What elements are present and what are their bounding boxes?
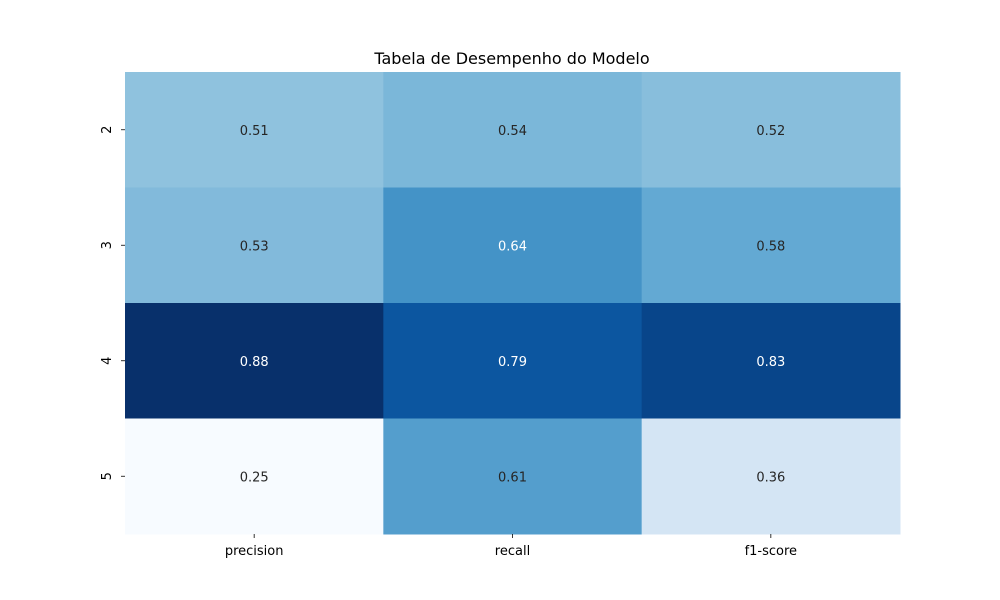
heatmap-cell-5-f1-score: [641, 418, 901, 535]
heatmap-cell-4-precision: [125, 303, 384, 419]
x-axis: precision recall f1-score: [225, 534, 797, 559]
heatmap-cell-3-precision: [125, 187, 384, 304]
heatmap-cell-3-f1-score: [641, 187, 901, 304]
cell-value-label: 0.79: [498, 355, 527, 370]
heatmap-cells: [125, 72, 901, 535]
heatmap-cell-2-f1-score: [641, 72, 901, 188]
heatmap-cell-3-recall: [383, 187, 643, 304]
y-axis: 2 3 4 5: [100, 126, 125, 480]
cell-value-label: 0.64: [498, 239, 527, 254]
heatmap-cell-2-recall: [383, 72, 643, 188]
cell-value-label: 0.25: [240, 470, 269, 485]
heatmap-cell-5-precision: [125, 418, 384, 535]
cell-value-label: 0.61: [498, 470, 527, 485]
y-tick-label: 2: [100, 126, 115, 134]
heatmap-cell-4-recall: [383, 303, 643, 419]
cell-value-label: 0.51: [240, 124, 269, 139]
y-tick-label: 3: [100, 241, 115, 249]
cell-value-label: 0.58: [756, 239, 785, 254]
heatmap-cell-5-recall: [383, 418, 643, 535]
heatmap-cell-labels: 0.51 0.54 0.52 0.53 0.64 0.58 0.88 0.79 0.83 0.25…: [240, 124, 786, 486]
x-tick-label: f1-score: [745, 544, 797, 559]
cell-value-label: 0.88: [240, 355, 269, 370]
heatmap-cell-4-f1-score: [641, 303, 901, 419]
y-tick-label: 5: [100, 472, 115, 480]
cell-value-label: 0.83: [756, 355, 785, 370]
y-tick-label: 4: [100, 357, 115, 365]
chart-title: Tabela de Desempenho do Modelo: [373, 49, 649, 68]
cell-value-label: 0.53: [240, 239, 269, 254]
cell-value-label: 0.36: [756, 470, 785, 485]
x-tick-label: precision: [225, 544, 284, 559]
cell-value-label: 0.54: [498, 124, 527, 139]
x-tick-label: recall: [495, 544, 530, 559]
cell-value-label: 0.52: [756, 124, 785, 139]
heatmap-cell-2-precision: [125, 72, 384, 188]
